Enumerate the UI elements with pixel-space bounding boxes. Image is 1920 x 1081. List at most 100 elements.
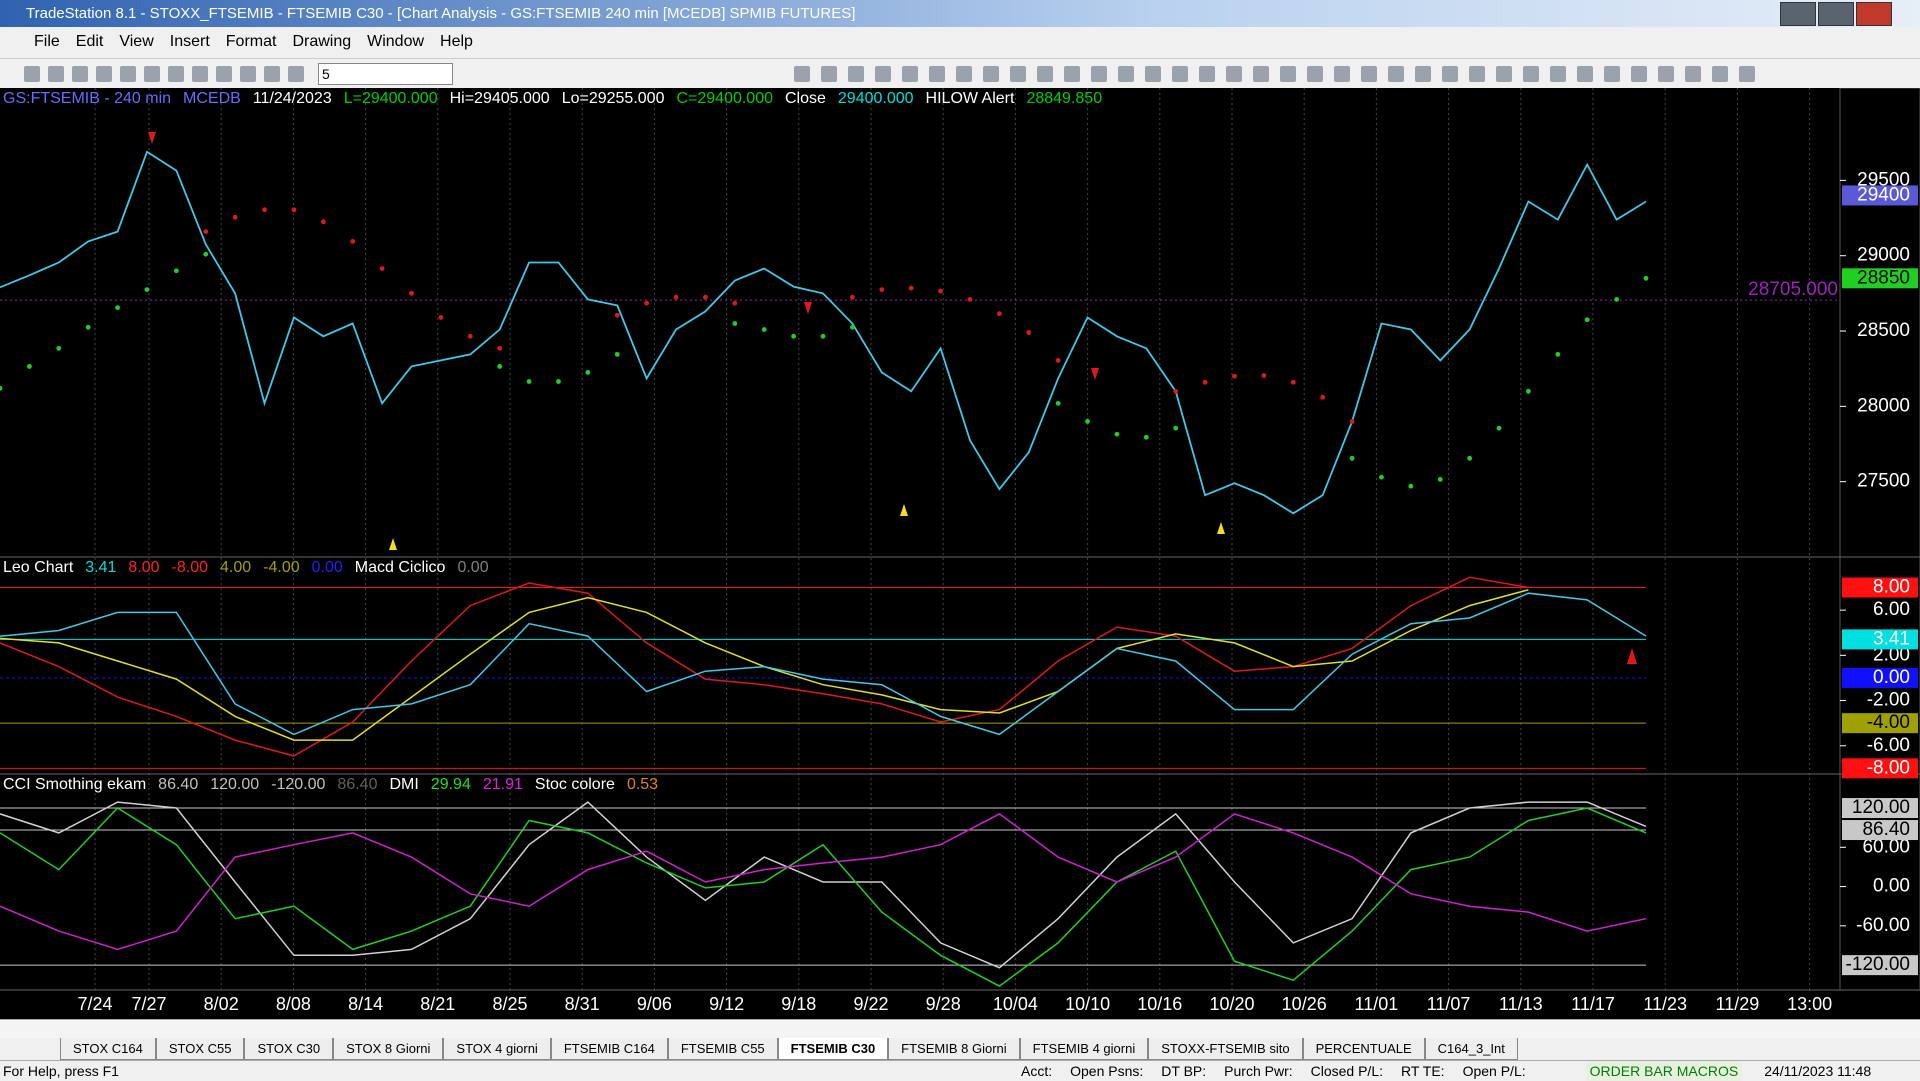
trend-dot [1173,388,1179,394]
tool-button[interactable] [1037,66,1053,82]
tool-button[interactable] [1199,66,1215,82]
tool-button[interactable] [288,66,304,82]
tool-button[interactable] [1280,66,1296,82]
tab[interactable]: FTSEMIB C30 [777,1038,889,1060]
tool-button[interactable] [1550,66,1566,82]
trend-dot [938,288,943,294]
trend-dot [232,214,238,220]
menu-bar: File Edit View Insert Format Drawing Window Hel… [0,27,1920,57]
trend-dot [732,321,738,326]
tool-button[interactable] [1145,66,1161,82]
tool-button[interactable] [120,66,136,82]
tab[interactable]: STOX 8 Giorni [333,1038,444,1060]
tab[interactable]: FTSEMIB C164 [550,1038,668,1060]
tool-button[interactable] [1091,66,1107,82]
axis-marker-label: -8.00 [1867,757,1910,778]
header-text: -4.00 [263,559,300,576]
chart-area: 7/24 7/27 8/02 8/08 8/14 8/21 8/25 8/31 9/06 9/12… [0,88,1920,1019]
tab[interactable]: C164_3_Int [1424,1038,1518,1060]
tool-button[interactable] [1712,66,1728,82]
tab[interactable]: FTSEMIB 8 Giorni [888,1038,1020,1060]
tool-button[interactable] [1442,66,1458,82]
x-tick-label: 10/16 [1137,994,1182,1014]
interval-input[interactable]: 5 [318,63,453,85]
trend-dot [26,364,32,369]
trend-dot [1614,296,1620,302]
tool-button[interactable] [1577,66,1593,82]
tool-button[interactable] [1334,66,1350,82]
tool-button[interactable] [48,66,64,82]
tool-button[interactable] [875,66,891,82]
trend-dot [908,285,914,291]
tab[interactable]: PERCENTUALE [1302,1038,1425,1060]
tool-button[interactable] [1469,66,1485,82]
trend-dot [1055,358,1061,363]
tool-button[interactable] [1010,66,1026,82]
trend-dot [614,351,620,357]
x-tick-label: 11/07 [1427,994,1471,1014]
tool-button[interactable] [1415,66,1431,82]
maximize[interactable] [1818,2,1854,26]
menu-item[interactable]: Edit [75,33,104,50]
tool-button[interactable] [1253,66,1269,82]
trend-dot [144,287,150,293]
menu-item[interactable]: Help [440,33,473,50]
minimize[interactable] [1780,2,1816,26]
menu-item[interactable]: File [34,33,60,50]
tab[interactable]: STOXX-FTSEMIB sito [1148,1038,1303,1060]
menu-item[interactable]: View [119,33,154,50]
axis-marker-label: 29400 [1857,184,1910,205]
tool-button[interactable] [1631,66,1647,82]
tool-button[interactable] [24,66,40,82]
tool-button[interactable] [1604,66,1620,82]
tab[interactable]: STOX C55 [155,1038,245,1060]
tab[interactable]: FTSEMIB C55 [667,1038,778,1060]
tool-button[interactable] [192,66,208,82]
tool-button[interactable] [264,66,280,82]
header-text: Close [785,90,826,107]
tool-button[interactable] [821,66,837,82]
x-tick-label: 8/25 [492,994,527,1014]
trend-dot [262,207,267,213]
tab[interactable]: STOX 4 giorni [443,1038,551,1060]
tool-button[interactable] [1118,66,1134,82]
trend-dot [0,385,3,391]
tool-button[interactable] [983,66,999,82]
tool-button[interactable] [1307,66,1323,82]
tool-button[interactable] [929,66,945,82]
trend-dot [791,333,797,339]
tab[interactable]: STOX C30 [244,1038,334,1060]
tool-button[interactable] [1361,66,1377,82]
tool-button[interactable] [1523,66,1539,82]
tool-button[interactable] [1685,66,1701,82]
tool-button[interactable] [1388,66,1404,82]
menu-item[interactable]: Drawing [292,33,352,50]
tool-button[interactable] [216,66,232,82]
trend-dot [1055,400,1061,406]
menu-item[interactable]: Format [225,33,277,50]
tab[interactable]: STOX C164 [60,1038,156,1060]
menu-item[interactable]: Window [367,33,425,50]
tool-button[interactable] [168,66,184,82]
trend-dot [614,312,620,318]
tool-button[interactable] [1226,66,1242,82]
tool-button[interactable] [956,66,972,82]
tool-button[interactable] [902,66,918,82]
scrollbar[interactable] [0,1019,1920,1039]
tab[interactable]: FTSEMIB 4 giorni [1019,1038,1149,1060]
tool-button[interactable] [1064,66,1080,82]
y-tick-label: 0.00 [1873,876,1910,897]
tool-button[interactable] [848,66,864,82]
close[interactable] [1856,2,1892,26]
tool-button[interactable] [240,66,256,82]
tool-button[interactable] [1658,66,1674,82]
tool-button[interactable] [96,66,112,82]
tool-button[interactable] [144,66,160,82]
trend-dot [820,333,826,339]
tool-button[interactable] [1739,66,1755,82]
tool-button[interactable] [794,66,810,82]
menu-item[interactable]: Insert [169,33,210,50]
tool-button[interactable] [1496,66,1512,82]
tool-button[interactable] [72,66,88,82]
tool-button[interactable] [1172,66,1188,82]
